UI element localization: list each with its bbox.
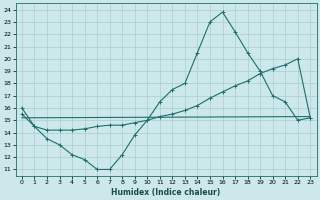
X-axis label: Humidex (Indice chaleur): Humidex (Indice chaleur) [111,188,221,197]
